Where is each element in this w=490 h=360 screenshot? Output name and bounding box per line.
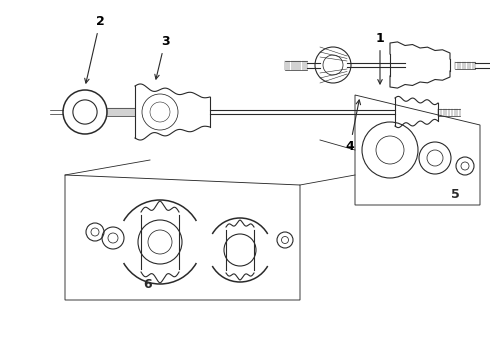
Text: 2: 2 bbox=[85, 15, 104, 83]
Text: 4: 4 bbox=[345, 100, 361, 153]
Text: 3: 3 bbox=[155, 35, 170, 79]
Text: 5: 5 bbox=[451, 188, 459, 201]
Text: 6: 6 bbox=[144, 278, 152, 291]
Text: 1: 1 bbox=[376, 32, 384, 84]
